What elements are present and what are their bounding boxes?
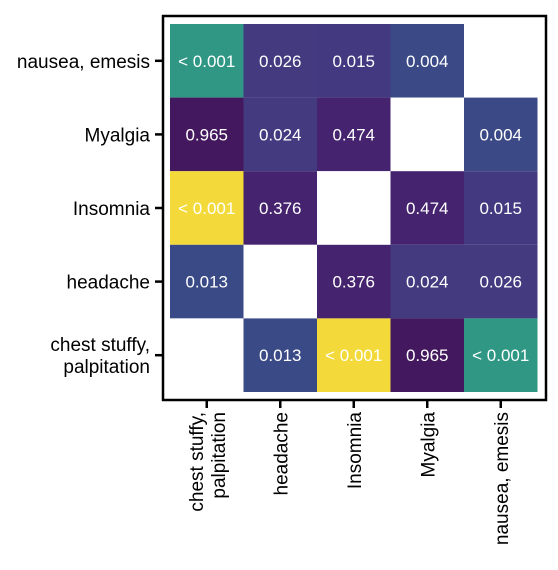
cell-value-label: 0.004	[406, 52, 449, 71]
heatmap-cells: < 0.001 0.026 0.015 0.004 0.965 0.024 0.474 0.0…	[170, 24, 538, 392]
cell-value-label: 0.013	[185, 273, 228, 292]
heatmap-cell-r3-c0	[170, 244, 244, 319]
heatmap-cell-r2-c0	[170, 171, 244, 245]
heatmap-cell-r0-c1	[243, 24, 317, 98]
cell-value-label: 0.965	[185, 125, 228, 144]
heatmap-cell-r0-c3	[390, 24, 464, 98]
heatmap-cell-r2-c1	[243, 171, 317, 245]
cell-value-label: 0.376	[332, 273, 375, 292]
heatmap-cell-r2-c4	[464, 171, 538, 245]
cell-value-label: < 0.001	[325, 346, 382, 365]
cell-value-label: 0.024	[406, 273, 449, 292]
heatmap-cell-r0-c4	[464, 24, 538, 98]
x-tick-label: nausea, emesis	[492, 412, 513, 545]
x-tick-label-group: headache	[271, 412, 292, 495]
heatmap-cell-r4-c1	[243, 318, 317, 392]
x-axis-tick-labels: chest stuffy,palpitation headache Insomnia…	[187, 412, 513, 545]
y-tick-label: Insomnia	[73, 199, 151, 220]
x-tick-label: headache	[271, 412, 292, 495]
cell-value-label: 0.004	[479, 125, 522, 144]
x-tick-label-group: Insomnia	[345, 412, 366, 490]
cell-value-label: < 0.001	[178, 52, 235, 71]
cell-value-label: 0.965	[406, 346, 449, 365]
heatmap-cell-r4-c4	[464, 318, 538, 392]
x-tick-label: Insomnia	[345, 412, 366, 490]
heatmap-cell-r2-c3	[390, 171, 464, 245]
heatmap-cell-r0-c0	[170, 24, 244, 98]
y-tick-label-line: palpitation	[63, 357, 150, 378]
heatmap-cell-r2-c2	[317, 171, 391, 245]
axis-ticks	[155, 59, 502, 408]
y-tick-label-line: nausea, emesis	[17, 52, 150, 73]
y-tick-label: headache	[67, 273, 150, 294]
cell-value-label: < 0.001	[178, 199, 235, 218]
heatmap-cell-r3-c3	[390, 244, 464, 319]
cell-value-label: 0.013	[259, 346, 302, 365]
x-tick-label: Myalgia	[418, 412, 439, 478]
x-tick-label-line: palpitation	[209, 412, 230, 499]
heatmap-cell-r3-c4	[464, 244, 538, 319]
heatmap-cell-r1-c0	[170, 97, 244, 172]
y-tick-label-line: chest stuffy,	[50, 335, 150, 356]
y-tick-label-line: Myalgia	[85, 125, 151, 146]
heatmap-cell-r4-c0	[170, 318, 244, 392]
y-tick-label-line: Insomnia	[73, 199, 151, 220]
heatmap-cell-r3-c1	[243, 244, 317, 319]
cell-value-label: 0.026	[259, 52, 302, 71]
y-tick-label-line: headache	[67, 273, 150, 294]
cell-value-label: 0.026	[479, 273, 522, 292]
heatmap-cell-r3-c2	[317, 244, 391, 319]
heatmap-cell-r1-c3	[390, 97, 464, 172]
x-tick-label-group: nausea, emesis	[492, 412, 513, 545]
y-tick-label: chest stuffy, palpitation	[50, 335, 150, 378]
y-tick-label: Myalgia	[85, 125, 151, 146]
x-tick-label-group: Myalgia	[418, 412, 439, 478]
heatmap-cell-r1-c4	[464, 97, 538, 172]
x-tick-label-line: nausea, emesis	[492, 412, 513, 545]
cell-value-label: 0.474	[406, 199, 449, 218]
x-tick-label-line: Insomnia	[345, 412, 366, 490]
x-tick-label-line: chest stuffy,	[187, 412, 208, 512]
heatmap-cell-r1-c2	[317, 97, 391, 172]
x-tick-label-line: Myalgia	[418, 412, 439, 478]
y-axis-tick-labels: nausea, emesis Myalgia Insomnia headache che…	[17, 52, 150, 378]
heatmap-cell-r1-c1	[243, 97, 317, 172]
x-tick-label-line: headache	[271, 412, 292, 495]
cell-value-label: 0.024	[259, 125, 302, 144]
cell-value-label: 0.015	[332, 52, 375, 71]
cell-value-label: 0.015	[479, 199, 522, 218]
x-tick-label-group: chest stuffy,palpitation	[187, 412, 230, 512]
heatmap-cell-r0-c2	[317, 24, 391, 98]
heatmap-cell-r4-c3	[390, 318, 464, 392]
cell-value-label: < 0.001	[472, 346, 529, 365]
y-tick-label: nausea, emesis	[17, 52, 150, 73]
cell-value-label: 0.474	[332, 125, 375, 144]
heatmap-cell-r4-c2	[317, 318, 391, 392]
cell-value-label: 0.376	[259, 199, 302, 218]
x-tick-label: chest stuffy,palpitation	[187, 412, 230, 512]
